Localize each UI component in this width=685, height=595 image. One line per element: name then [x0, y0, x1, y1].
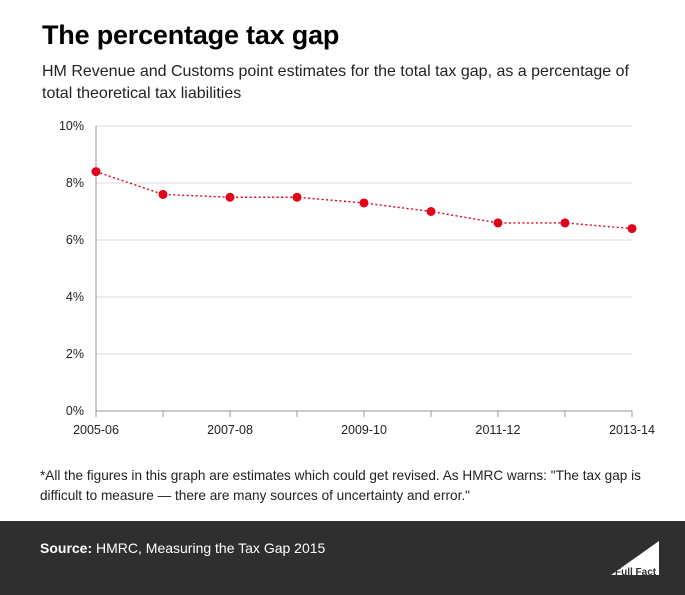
data-point [292, 192, 302, 202]
data-point [91, 167, 101, 177]
y-tick-label: 2% [66, 347, 84, 361]
x-tick-label: 2011-12 [476, 423, 521, 437]
logo-text: Full Fact [615, 567, 657, 578]
footer-bar: Source: HMRC, Measuring the Tax Gap 2015… [0, 521, 685, 595]
data-point [359, 198, 369, 208]
data-point [560, 218, 570, 228]
y-tick-label: 10% [59, 119, 84, 133]
data-point [493, 218, 503, 228]
x-tick-labels: 2005-06 2007-08 2009-10 2011-12 2013-14 [73, 423, 655, 437]
x-tick-label: 2005-06 [73, 423, 119, 437]
data-point [426, 207, 436, 216]
y-tick-label: 6% [66, 233, 84, 247]
data-point [158, 189, 168, 199]
y-tick-label: 8% [66, 176, 84, 190]
full-fact-logo-icon: Full Fact [611, 541, 659, 578]
source-label: Source: [40, 540, 93, 556]
y-tick-labels: 0% 2% 4% 6% 8% 10% [59, 119, 84, 418]
chart-title: The percentage tax gap [42, 20, 340, 50]
source-credit: Source: HMRC, Measuring the Tax Gap 2015 [40, 540, 325, 556]
data-point [627, 224, 637, 234]
grid-lines [96, 125, 632, 355]
chart-subtitle: HM Revenue and Customs point estimates f… [42, 63, 629, 102]
line-chart: 0% 2% 4% 6% 8% 10% 2005-06 2007-08 2009-10 2011-… [59, 119, 655, 437]
axes [95, 126, 633, 417]
y-tick-label: 0% [66, 404, 84, 418]
series-tax-gap [91, 167, 637, 234]
footnote: *All the figures in this graph are estim… [40, 468, 641, 503]
x-tick-label: 2013-14 [609, 423, 655, 437]
y-tick-label: 4% [66, 290, 84, 304]
data-point [225, 192, 235, 202]
source-text: HMRC, Measuring the Tax Gap 2015 [96, 540, 326, 556]
x-tick-label: 2009-10 [341, 423, 387, 437]
x-tick-label: 2007-08 [207, 423, 253, 437]
